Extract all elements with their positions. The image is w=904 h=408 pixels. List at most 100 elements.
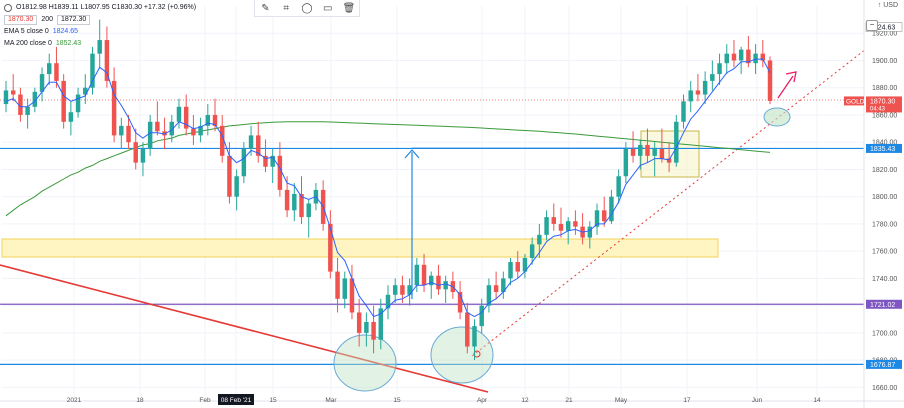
legend: O1812.98 H1839.11 L1807.95 C1830.30 +17.… xyxy=(4,3,196,51)
ma-label[interactable]: MA 200 close 0 xyxy=(4,40,52,47)
candle xyxy=(601,196,607,227)
y-tick-label: 1920.00 xyxy=(872,31,897,38)
drawing-toolbar: ✎ ⌗ ◯ ▭ 🗑 xyxy=(254,0,360,17)
candle-body xyxy=(710,74,715,81)
ema-value: 1824.65 xyxy=(52,28,79,35)
candle xyxy=(140,142,146,177)
candle xyxy=(111,67,117,143)
candle xyxy=(731,40,737,68)
price-tag-bg xyxy=(866,96,902,113)
candle xyxy=(522,253,528,279)
candle xyxy=(659,128,665,163)
candle-body xyxy=(414,264,420,286)
y-tick-label: 1780.00 xyxy=(872,221,897,228)
candle-body xyxy=(443,281,448,290)
x-tick-label: 15 xyxy=(393,397,401,404)
candle-body xyxy=(746,49,751,64)
pencil-icon[interactable]: ✎ xyxy=(261,2,270,14)
x-tick-label: 12 xyxy=(521,397,529,404)
x-tick-label: 21 xyxy=(565,397,573,404)
candle xyxy=(710,60,715,91)
candle-body xyxy=(378,308,384,340)
candle-body xyxy=(284,189,290,211)
candle-body xyxy=(501,278,506,293)
price-tag-bg xyxy=(866,299,902,309)
price-tag-label: 1835.43 xyxy=(870,146,895,153)
candle-body xyxy=(205,114,211,126)
candle xyxy=(385,285,391,320)
x-tick-label: Feb xyxy=(199,397,211,404)
symbol-tag-label: GOLD xyxy=(846,98,865,105)
candle xyxy=(263,139,268,173)
ruler-icon[interactable]: ⌗ xyxy=(283,2,289,14)
candle-body xyxy=(738,49,744,61)
y-tick-label: 1860.00 xyxy=(872,112,897,119)
candle-body xyxy=(191,128,196,136)
candle xyxy=(702,71,708,105)
circle-icon[interactable]: ◯ xyxy=(301,2,313,14)
x-tick-label: Jun xyxy=(752,397,763,404)
x-tick-label: May xyxy=(615,397,628,404)
candle-body xyxy=(472,326,477,347)
candle xyxy=(97,19,102,68)
candle-body xyxy=(573,221,578,227)
currency-label: ↑ USD xyxy=(877,2,898,9)
candle-body xyxy=(147,121,153,150)
candle xyxy=(551,203,557,231)
candle-body xyxy=(198,125,203,136)
candle xyxy=(630,131,636,163)
candle-body xyxy=(630,149,636,156)
buy-price-box[interactable]: 1872.30 xyxy=(57,15,91,25)
candle xyxy=(3,80,9,113)
candle-body xyxy=(32,91,38,107)
crosshair-date-bg xyxy=(218,394,254,405)
candle-body xyxy=(429,275,434,286)
candle xyxy=(198,117,203,143)
candle-body xyxy=(645,144,650,156)
candle-body xyxy=(601,210,607,222)
candle xyxy=(371,305,376,354)
candle-body xyxy=(407,285,412,295)
candle-body xyxy=(767,60,773,101)
candle-body xyxy=(306,203,311,218)
candle-body xyxy=(674,121,679,163)
candle xyxy=(133,128,138,170)
candle-body xyxy=(219,125,225,156)
candle xyxy=(90,46,95,95)
candle xyxy=(724,44,729,75)
candle xyxy=(407,278,412,306)
candle xyxy=(126,114,131,150)
candle-body xyxy=(349,278,355,313)
candle xyxy=(414,257,420,293)
candle-body xyxy=(111,80,117,136)
trash-icon[interactable]: 🗑 xyxy=(342,2,356,14)
candle-body xyxy=(465,312,470,347)
sell-price-box[interactable]: 1870.30 xyxy=(4,15,38,25)
candle-body xyxy=(731,53,737,61)
box-icon[interactable]: ▭ xyxy=(323,2,333,14)
y-tick-label: 1760.00 xyxy=(872,249,897,256)
zoom-minus-button[interactable]: − xyxy=(866,20,878,31)
retest-circle xyxy=(763,107,791,127)
candle-body xyxy=(436,275,441,290)
red-down-trendline xyxy=(0,264,489,393)
ema-label[interactable]: EMA 5 close 0 xyxy=(4,28,49,35)
candle-body xyxy=(241,149,247,177)
candle-body xyxy=(270,155,275,167)
ema5-line xyxy=(5,58,771,318)
candle xyxy=(573,210,578,235)
series-icon xyxy=(4,4,12,12)
candle-body xyxy=(760,53,766,61)
candle-body xyxy=(83,87,88,95)
ohlc-readout: O1812.98 H1839.11 L1807.95 C1830.30 +17.… xyxy=(16,4,197,11)
candle xyxy=(39,67,45,102)
candle xyxy=(587,221,593,249)
horizontal-levels xyxy=(0,147,864,366)
price-tag-bg xyxy=(866,359,902,369)
x-tick-label: 08 Feb '21 xyxy=(221,397,252,404)
candle-body xyxy=(515,262,520,272)
candle-body xyxy=(652,149,657,156)
candle xyxy=(155,101,160,136)
candle-body xyxy=(176,106,182,122)
